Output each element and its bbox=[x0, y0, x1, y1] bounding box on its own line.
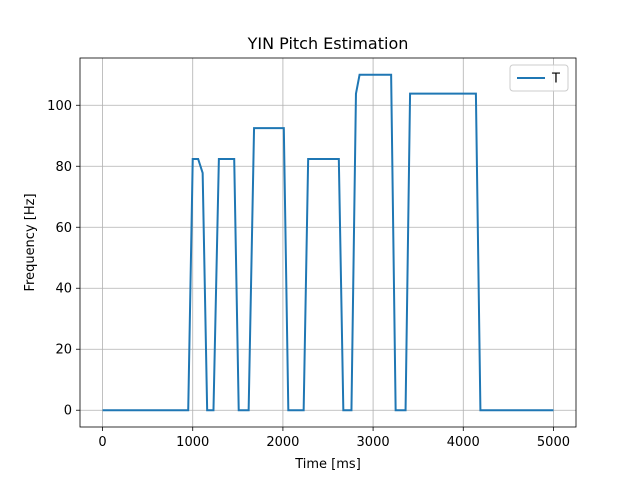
x-tick-label: 0 bbox=[98, 435, 106, 450]
legend-label: T bbox=[551, 72, 560, 87]
x-axis-ticks: 0 1000 2000 3000 4000 5000 bbox=[98, 427, 570, 450]
axes-frame bbox=[79, 57, 577, 428]
x-tick-label: 2000 bbox=[266, 435, 299, 450]
y-tick-label: 20 bbox=[55, 343, 72, 358]
x-tick-label: 1000 bbox=[176, 435, 209, 450]
x-axis-label: Time [ms] bbox=[294, 457, 361, 472]
grid bbox=[80, 58, 576, 427]
y-tick-label: 0 bbox=[64, 404, 72, 419]
y-axis-label: Frequency [Hz] bbox=[23, 193, 38, 291]
y-tick-label: 40 bbox=[55, 282, 72, 297]
series-layer bbox=[102, 73, 554, 412]
y-tick-label: 60 bbox=[55, 221, 72, 236]
chart-title: YIN Pitch Estimation bbox=[247, 34, 409, 53]
y-tick-label: 80 bbox=[55, 160, 72, 175]
y-tick-label: 100 bbox=[47, 99, 72, 114]
legend: T bbox=[509, 64, 569, 92]
x-tick-label: 4000 bbox=[447, 435, 480, 450]
y-axis-ticks: 0 20 40 60 80 100 bbox=[47, 99, 80, 419]
series-line bbox=[102, 73, 554, 412]
x-tick-label: 5000 bbox=[537, 435, 570, 450]
x-tick-label: 3000 bbox=[357, 435, 390, 450]
